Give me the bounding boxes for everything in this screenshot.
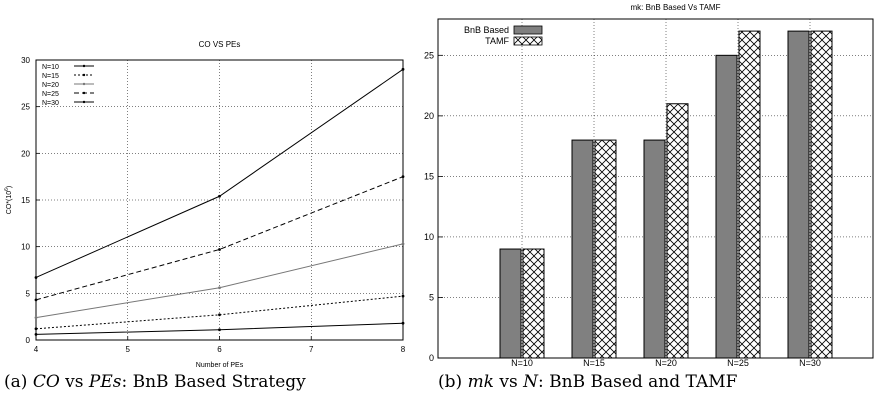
y-tick-label: 25 xyxy=(21,103,30,112)
y-tick-label: 10 xyxy=(21,243,30,252)
caption-a-rest: : BnB Based Strategy xyxy=(121,372,306,392)
caption-a-vs: vs xyxy=(65,372,84,392)
y-tick-label: 15 xyxy=(424,171,434,181)
x-tick-label: 6 xyxy=(217,345,222,354)
panel-mk-vs-n: 0 5 10 15 20 25 N=10 N=15 N=20 N=25 N=30 mk: BnB Ba… xyxy=(424,0,877,407)
data-point xyxy=(401,242,405,246)
caption-b-tag: (b) xyxy=(438,372,463,392)
caption-b-vs: vs xyxy=(499,372,518,392)
y-tick-label: 15 xyxy=(21,196,30,205)
chart-a-title: CO VS PEs xyxy=(199,40,241,49)
data-point xyxy=(34,276,38,279)
x-tick-label: 5 xyxy=(126,345,131,354)
y-tick-label: 25 xyxy=(424,50,434,60)
legend-label: N=20 xyxy=(42,82,59,89)
legend-swatch xyxy=(513,25,543,35)
y-tick-label: 0 xyxy=(429,353,434,363)
y-tick-label: 20 xyxy=(21,149,30,158)
bar-chart-mk-vs-n: 0 5 10 15 20 25 N=10 N=15 N=20 N=25 N=30 mk: BnB Ba… xyxy=(424,3,874,368)
y-tick-label: 5 xyxy=(26,289,31,298)
caption-a-term2: PEs xyxy=(88,372,122,392)
bar-tamf xyxy=(810,30,833,359)
data-point xyxy=(34,327,38,331)
data-point xyxy=(34,298,38,302)
legend-marker xyxy=(82,82,86,86)
x-tick-label: N=30 xyxy=(799,358,821,368)
panel-co-vs-pes: 4 5 6 7 8 0 5 10 15 20 25 30 CO VS PEs Number of PEs C… xyxy=(0,0,430,407)
series-line-n-25 xyxy=(35,176,404,301)
x-tick-label: N=10 xyxy=(511,358,533,368)
y-axis-label: CO*(106) xyxy=(4,186,13,214)
y-tick-label: 20 xyxy=(424,111,434,121)
x-tick-label: 4 xyxy=(34,345,39,354)
data-point xyxy=(218,286,221,290)
data-point xyxy=(34,316,38,319)
caption-a-tag: (a) xyxy=(4,372,28,392)
legend-marker xyxy=(82,64,86,68)
legend-label: N=15 xyxy=(42,73,59,80)
legend-label: N=25 xyxy=(42,91,59,98)
bar-bnb-based xyxy=(499,248,522,359)
legend-marker xyxy=(82,91,86,95)
legend-marker xyxy=(82,73,86,77)
x-tick-label: 8 xyxy=(401,345,406,354)
x-tick-label: N=25 xyxy=(727,358,749,368)
data-point xyxy=(218,194,221,198)
bar-bnb-based xyxy=(571,139,594,359)
x-axis-label: Number of PEs xyxy=(196,362,244,369)
x-tick-label: 7 xyxy=(309,345,314,354)
x-tick-label: N=20 xyxy=(655,358,677,368)
y-tick-label: 30 xyxy=(21,56,30,65)
bar-tamf xyxy=(738,30,761,359)
data-point xyxy=(401,67,405,71)
legend-swatch xyxy=(513,36,543,46)
y-tick-label: 10 xyxy=(424,232,434,242)
bar-tamf xyxy=(522,248,545,359)
bar-bnb-based xyxy=(643,139,666,359)
legend-label: TAMF xyxy=(485,36,509,46)
legend-label: BnB Based xyxy=(464,25,509,35)
caption-b: (b) mk vs N: BnB Based and TAMF xyxy=(438,372,737,392)
caption-a: (a) CO vs PEs: BnB Based Strategy xyxy=(4,372,306,392)
bar-tamf xyxy=(666,103,689,359)
legend-marker xyxy=(82,100,86,104)
data-point xyxy=(218,313,221,317)
bar-tamf xyxy=(594,139,617,359)
caption-b-term2: N xyxy=(523,372,538,392)
data-point xyxy=(401,321,405,325)
y-tick-label: 0 xyxy=(26,336,31,345)
data-point xyxy=(218,248,221,251)
data-point xyxy=(34,333,38,336)
y-tick-label: 5 xyxy=(429,292,434,302)
legend-label: N=30 xyxy=(42,100,59,107)
data-point xyxy=(401,294,405,298)
caption-a-term1: CO xyxy=(32,372,60,392)
data-point xyxy=(401,175,405,179)
data-point xyxy=(218,328,221,332)
bar-bnb-based xyxy=(715,54,738,359)
chart-b-title: mk: BnB Based Vs TAMF xyxy=(631,3,721,12)
x-tick-label: N=15 xyxy=(583,358,605,368)
line-chart-co-vs-pes: 4 5 6 7 8 0 5 10 15 20 25 30 CO VS PEs Number of PEs C… xyxy=(4,40,406,369)
legend-label: N=10 xyxy=(42,64,59,71)
caption-b-rest: : BnB Based and TAMF xyxy=(538,372,738,392)
bar-bnb-based xyxy=(787,30,810,359)
caption-b-term1: mk xyxy=(467,372,494,392)
